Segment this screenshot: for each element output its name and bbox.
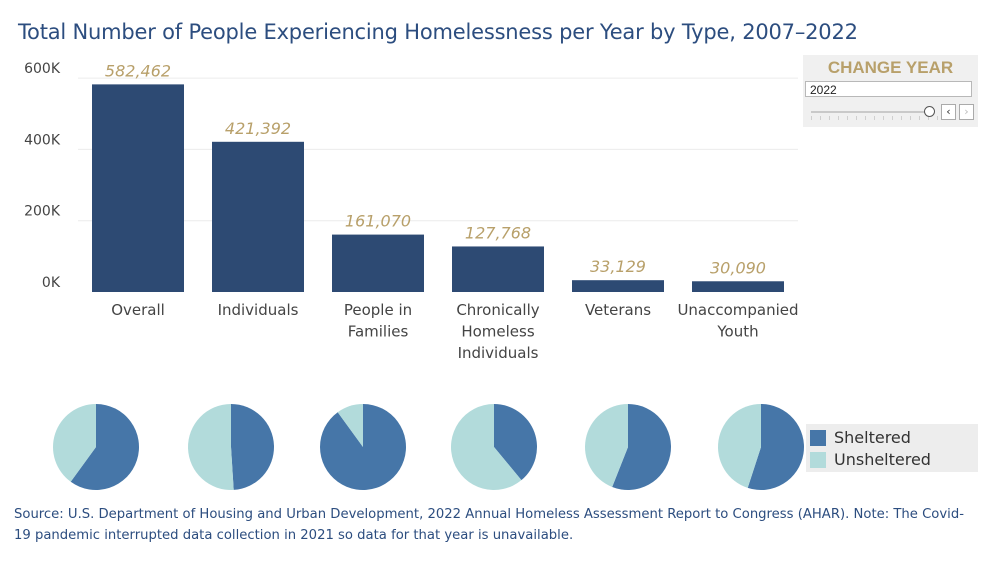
pie-slice	[494, 404, 537, 481]
bar	[572, 280, 664, 292]
data-label: 30,090	[710, 258, 766, 277]
x-axis: Overall Individuals People in Families Chron…	[111, 301, 798, 362]
pie-slice	[188, 404, 234, 490]
chart-area: 0K 200K 400K 600K 582,462 421,392 161,070 127,…	[24, 61, 805, 491]
data-label: 33,129	[590, 257, 646, 276]
x-tick-label: Unaccompanied	[677, 301, 798, 319]
source-note: Source: U.S. Department of Housing and U…	[14, 507, 964, 543]
pie-slice	[612, 404, 672, 491]
x-tick-label: Overall	[111, 301, 165, 319]
pie-slice	[52, 404, 96, 482]
x-tick-label: Veterans	[585, 301, 651, 319]
x-tick-label: Individuals	[458, 344, 539, 362]
data-label: 161,070	[345, 212, 411, 231]
gridlines	[78, 77, 798, 222]
x-tick-label: Homeless	[461, 323, 535, 341]
x-tick-label: Families	[348, 323, 409, 341]
chart-title: Total Number of People Experiencing Home…	[18, 20, 858, 44]
x-tick-label: Chronically	[456, 301, 539, 319]
pie-slice	[718, 404, 761, 488]
pie-slice	[320, 404, 407, 490]
year-slider-track[interactable]	[811, 111, 931, 113]
x-tick-label: Individuals	[218, 301, 299, 319]
year-input[interactable]: 2022	[805, 81, 972, 97]
bar	[452, 246, 544, 292]
y-axis: 0K 200K 400K 600K	[24, 61, 61, 291]
data-label: 582,462	[105, 61, 171, 80]
y-tick-label: 0K	[42, 275, 61, 291]
pie-slice	[70, 404, 139, 490]
year-slider-ticks	[811, 116, 961, 120]
year-control-title: CHANGE YEAR	[827, 58, 954, 77]
bar	[92, 84, 184, 292]
bar	[332, 234, 424, 292]
year-control: CHANGE YEAR 2022 ‹ ›	[803, 55, 978, 127]
pie-slice	[585, 404, 628, 487]
bars	[92, 84, 784, 292]
year-slider-handle[interactable]	[924, 106, 935, 117]
data-label: 421,392	[225, 119, 291, 138]
legend-label: Sheltered	[834, 428, 911, 447]
legend: Sheltered Unsheltered	[806, 424, 978, 472]
data-labels: 582,462 421,392 161,070 127,768 33,129 30,090	[105, 61, 766, 277]
x-tick-label: Youth	[716, 323, 758, 341]
pie-slice	[231, 404, 275, 490]
pies	[52, 404, 805, 491]
bar	[692, 281, 784, 292]
legend-label: Unsheltered	[834, 450, 931, 469]
x-tick-label: People in	[344, 301, 412, 319]
y-tick-label: 600K	[24, 61, 61, 77]
y-tick-label: 200K	[24, 204, 61, 220]
legend-swatch-unsheltered	[810, 452, 826, 468]
pie-slice	[451, 404, 522, 490]
chevron-right-icon[interactable]: ›	[959, 104, 974, 120]
data-label: 127,768	[465, 223, 531, 242]
legend-swatch-sheltered	[810, 430, 826, 446]
chevron-left-icon[interactable]: ‹	[941, 104, 956, 120]
pie-slice	[337, 404, 363, 447]
y-tick-label: 400K	[24, 132, 61, 148]
pie-slice	[747, 404, 805, 490]
bar	[212, 141, 304, 292]
